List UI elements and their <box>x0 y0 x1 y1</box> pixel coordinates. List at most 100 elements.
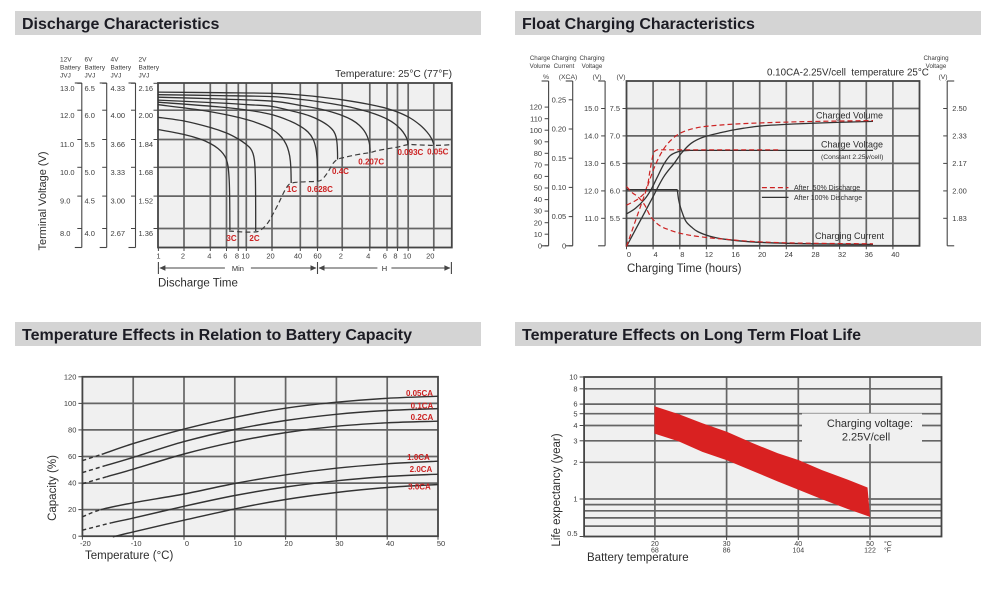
svg-text:0: 0 <box>562 241 566 250</box>
svg-text:40: 40 <box>534 195 542 204</box>
svg-text:Battery: Battery <box>111 65 132 72</box>
svg-text:Charging: Charging <box>551 55 577 62</box>
svg-text:13.0: 13.0 <box>584 159 599 168</box>
svg-text:50: 50 <box>437 539 445 548</box>
svg-text:Charging Time (hours): Charging Time (hours) <box>627 263 742 275</box>
svg-text:24: 24 <box>785 250 793 259</box>
svg-text:0.20: 0.20 <box>552 125 567 134</box>
svg-text:12V: 12V <box>60 57 72 64</box>
svg-text:9.0: 9.0 <box>60 197 70 206</box>
svg-text:Discharge Characteristics: Discharge Characteristics <box>22 16 220 33</box>
svg-text:Min: Min <box>232 264 244 273</box>
svg-text:60: 60 <box>68 452 76 461</box>
svg-text:Terminal Voltage (V): Terminal Voltage (V) <box>37 151 49 250</box>
svg-text:20: 20 <box>534 218 542 227</box>
svg-text:6: 6 <box>223 252 227 261</box>
svg-text:2.17: 2.17 <box>952 159 967 168</box>
svg-text:(V): (V) <box>592 74 601 81</box>
svg-text:Volume: Volume <box>530 63 551 70</box>
svg-text:2.67: 2.67 <box>111 229 126 238</box>
svg-text:4.5: 4.5 <box>85 197 95 206</box>
svg-text:4.33: 4.33 <box>111 84 126 93</box>
svg-text:(V): (V) <box>616 74 625 81</box>
svg-text:40: 40 <box>68 479 76 488</box>
svg-text:0.10: 0.10 <box>552 183 567 192</box>
svg-text:122: 122 <box>864 548 876 555</box>
svg-text:1: 1 <box>156 252 160 261</box>
svg-text:3.0CA: 3.0CA <box>408 483 431 492</box>
svg-text:2: 2 <box>573 458 577 467</box>
svg-text:4.00: 4.00 <box>111 111 126 120</box>
svg-text:0.05C: 0.05C <box>427 147 449 156</box>
svg-text:6.0: 6.0 <box>610 187 620 196</box>
svg-text:6.5: 6.5 <box>610 159 620 168</box>
svg-text:Temperature: 25°C (77°F): Temperature: 25°C (77°F) <box>335 69 452 80</box>
svg-text:Battery temperature: Battery temperature <box>587 552 689 564</box>
svg-text:8.0: 8.0 <box>60 229 70 238</box>
svg-text:0.10CA-2.25V/cell temperature: 0.10CA-2.25V/cell temperature 25°C <box>767 68 929 79</box>
svg-text:3: 3 <box>573 436 577 445</box>
svg-text:30: 30 <box>534 207 542 216</box>
svg-text:Life expectancy (year): Life expectancy (year) <box>551 433 563 546</box>
svg-text:JVJ: JVJ <box>60 73 71 80</box>
svg-text:2: 2 <box>339 252 343 261</box>
svg-text:Voltage: Voltage <box>926 63 947 70</box>
svg-text:0.628C: 0.628C <box>307 185 333 194</box>
svg-text:60: 60 <box>313 252 321 261</box>
svg-text:20: 20 <box>266 252 274 261</box>
svg-text:6V: 6V <box>85 57 94 64</box>
svg-text:6.5: 6.5 <box>85 84 95 93</box>
svg-text:(XCA): (XCA) <box>559 74 578 81</box>
svg-text:12.0: 12.0 <box>60 111 75 120</box>
svg-text:2.0CA: 2.0CA <box>410 465 433 474</box>
svg-text:0: 0 <box>185 539 189 548</box>
svg-text:-20: -20 <box>80 539 91 548</box>
svg-text:%: % <box>543 74 549 81</box>
svg-text:5.5: 5.5 <box>85 140 95 149</box>
svg-text:-10: -10 <box>131 539 142 548</box>
svg-text:90: 90 <box>534 137 542 146</box>
svg-text:10: 10 <box>241 252 249 261</box>
svg-text:12.0: 12.0 <box>584 187 599 196</box>
svg-text:4.0: 4.0 <box>85 229 95 238</box>
svg-text:2.00: 2.00 <box>952 187 967 196</box>
svg-text:0.093C: 0.093C <box>398 148 424 157</box>
svg-text:2.25V/cell: 2.25V/cell <box>842 432 890 444</box>
svg-text:104: 104 <box>792 548 804 555</box>
svg-text:50: 50 <box>866 541 874 548</box>
svg-text:10: 10 <box>234 539 242 548</box>
svg-text:10.0: 10.0 <box>60 168 75 177</box>
svg-text:JVJ: JVJ <box>111 73 122 80</box>
svg-text:1.52: 1.52 <box>139 197 154 206</box>
svg-text:36: 36 <box>865 250 873 259</box>
svg-text:Current: Current <box>554 63 575 70</box>
svg-text:2: 2 <box>181 252 185 261</box>
svg-text:70: 70 <box>534 161 542 170</box>
svg-text:20: 20 <box>68 505 76 514</box>
svg-text:7.5: 7.5 <box>610 104 620 113</box>
svg-text:8: 8 <box>680 250 684 259</box>
svg-text:After 50% Discharge: After 50% Discharge <box>794 185 860 192</box>
svg-text:Charging: Charging <box>923 55 949 62</box>
svg-text:Battery: Battery <box>60 65 81 72</box>
svg-text:3C: 3C <box>226 234 236 243</box>
svg-text:0.05: 0.05 <box>552 212 567 221</box>
svg-text:120: 120 <box>530 103 543 112</box>
svg-text:After 100% Discharge: After 100% Discharge <box>794 195 862 202</box>
svg-text:8: 8 <box>235 252 239 261</box>
svg-text:16: 16 <box>731 250 739 259</box>
svg-text:5: 5 <box>573 409 577 418</box>
svg-text:1.68: 1.68 <box>139 168 154 177</box>
svg-text:68: 68 <box>651 548 659 555</box>
svg-text:32: 32 <box>838 250 846 259</box>
svg-text:0.4C: 0.4C <box>332 167 349 176</box>
svg-text:20: 20 <box>651 541 659 548</box>
svg-text:Capacity (%): Capacity (%) <box>47 455 59 521</box>
svg-text:80: 80 <box>534 149 542 158</box>
svg-text:2.00: 2.00 <box>139 111 154 120</box>
svg-text:30: 30 <box>335 539 343 548</box>
svg-text:3.66: 3.66 <box>111 140 126 149</box>
svg-text:14.0: 14.0 <box>584 132 599 141</box>
svg-text:0.05CA: 0.05CA <box>406 389 433 398</box>
svg-text:8: 8 <box>393 252 397 261</box>
